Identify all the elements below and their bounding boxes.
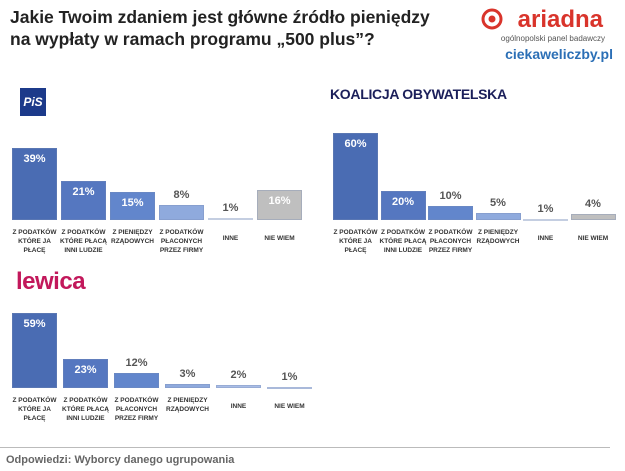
value-label: 15% [121, 197, 144, 210]
value-label: 1% [222, 202, 239, 215]
value-label: 60% [344, 138, 367, 150]
bar [114, 372, 159, 388]
bar [428, 205, 473, 220]
value-label: 12% [125, 356, 148, 369]
value-label: 10% [439, 189, 462, 202]
bar [61, 181, 106, 220]
category-label: Z PIENIĘDZY RZĄDOWYCH [111, 229, 154, 245]
category-label: NIE WIEM [274, 403, 305, 410]
category-label: Z PODATKÓW KTÓRE JA PŁACĘ [12, 397, 57, 422]
value-label: 5% [490, 196, 506, 209]
category-label: Z PODATKÓW KTÓRE JA PŁACĘ [333, 229, 378, 254]
bar [110, 192, 155, 220]
value-label: 23% [74, 363, 97, 376]
category-label: Z PIENIĘDZY RZĄDOWYCH [166, 397, 209, 413]
value-label: 59% [23, 318, 46, 331]
category-label: Z PODATKÓW PŁACONYCH PRZEZ FIRMY [114, 397, 159, 422]
chart-logo: KOALICJA OBYWATELSKA [330, 86, 507, 102]
category-label: NIE WIEM [264, 235, 295, 242]
bar [475, 212, 521, 220]
footer: Odpowiedzi: Wyborcy danego ugrupowania [6, 454, 235, 466]
footer-rule [0, 447, 610, 448]
category-label: INNE [230, 403, 247, 410]
value-label: 8% [173, 189, 190, 202]
brand: ariadna [517, 6, 603, 33]
category-label: Z PODATKÓW KTÓRE PŁACĄ INNI LUDZIE [379, 229, 427, 254]
category-label: Z PODATKÓW PŁACONYCH PRZEZ FIRMY [428, 229, 473, 254]
bar [267, 386, 312, 389]
value-label: 16% [268, 195, 291, 208]
value-label: 3% [179, 368, 196, 381]
category-label: INNE [537, 235, 554, 242]
bar [63, 358, 108, 388]
bar [208, 218, 253, 221]
category-label: Z PODATKÓW KTÓRE PŁACĄ INNI LUDZIE [60, 229, 107, 254]
value-label: 2% [230, 369, 247, 382]
brand-icon [481, 8, 503, 30]
category-label: Z PODATKÓW KTÓRE JA PŁACĘ [12, 229, 57, 254]
category-label: Z PODATKÓW PŁACONYCH PRZEZ FIRMY [159, 229, 204, 254]
category-label: NIE WIEM [577, 235, 609, 242]
bar [570, 214, 616, 220]
title: Jakie Twoim zdaniem jest główne źródło p… [10, 7, 430, 49]
value-label: 1% [537, 202, 554, 215]
bar [165, 384, 210, 388]
value-label: 39% [23, 152, 46, 165]
value-label: 20% [391, 196, 415, 208]
bar [216, 385, 261, 388]
bar [12, 147, 57, 220]
brand-subtitle: ogólnopolski panel badawczy [500, 34, 605, 43]
category-label: Z PIENIĘDZY RZĄDOWYCH [476, 229, 520, 245]
value-label: 21% [72, 186, 95, 199]
brand-url: ciekaweliczby.pl [505, 46, 613, 62]
bar [333, 133, 378, 220]
category-label: INNE [222, 235, 239, 242]
chart-logo: PiS [20, 88, 46, 116]
bar [523, 218, 568, 221]
bar [380, 191, 426, 220]
chart-logo: lewica [16, 268, 86, 295]
value-label: 1% [281, 370, 298, 383]
category-label: Z PODATKÓW KTÓRE PŁACĄ INNI LUDZIE [62, 397, 109, 422]
bar [159, 205, 204, 220]
bar [257, 190, 302, 220]
value-label: 4% [585, 198, 601, 211]
bar [12, 313, 57, 388]
